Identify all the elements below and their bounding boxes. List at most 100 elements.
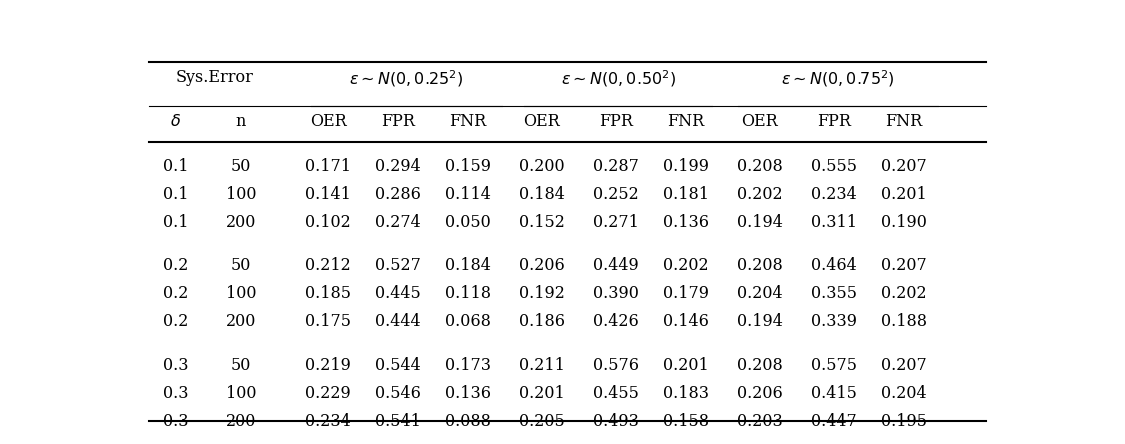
Text: 0.183: 0.183 (663, 385, 709, 401)
Text: 0.207: 0.207 (881, 257, 926, 274)
Text: OER: OER (309, 113, 346, 130)
Text: 0.464: 0.464 (811, 257, 856, 274)
Text: 0.207: 0.207 (881, 357, 926, 373)
Text: 0.2: 0.2 (163, 285, 188, 302)
Text: 0.141: 0.141 (305, 186, 351, 202)
Text: 0.088: 0.088 (444, 412, 490, 430)
Text: 0.184: 0.184 (519, 186, 565, 202)
Text: 0.200: 0.200 (519, 158, 565, 174)
Text: 0.286: 0.286 (375, 186, 421, 202)
Text: 0.205: 0.205 (519, 412, 565, 430)
Text: 200: 200 (226, 313, 256, 330)
Text: 0.114: 0.114 (444, 186, 490, 202)
Text: Sys.Error: Sys.Error (176, 69, 253, 86)
Text: 0.234: 0.234 (305, 412, 351, 430)
Text: 0.188: 0.188 (881, 313, 927, 330)
Text: 0.201: 0.201 (881, 186, 926, 202)
Text: 0.544: 0.544 (375, 357, 421, 373)
Text: 0.203: 0.203 (737, 412, 783, 430)
Text: 0.118: 0.118 (444, 285, 490, 302)
Text: 50: 50 (231, 357, 251, 373)
Text: OER: OER (523, 113, 560, 130)
Text: $\epsilon \sim N(0, 0.50^2)$: $\epsilon \sim N(0, 0.50^2)$ (561, 69, 676, 89)
Text: 0.3: 0.3 (163, 385, 188, 401)
Text: $\epsilon \sim N(0, 0.75^2)$: $\epsilon \sim N(0, 0.75^2)$ (781, 69, 896, 89)
Text: FPR: FPR (817, 113, 850, 130)
Text: 0.152: 0.152 (519, 214, 565, 230)
Text: 0.493: 0.493 (593, 412, 639, 430)
Text: 0.192: 0.192 (519, 285, 565, 302)
Text: 0.212: 0.212 (305, 257, 351, 274)
Text: 0.206: 0.206 (519, 257, 565, 274)
Text: 0.555: 0.555 (811, 158, 857, 174)
Text: 200: 200 (226, 412, 256, 430)
Text: OER: OER (741, 113, 778, 130)
Text: 0.576: 0.576 (593, 357, 639, 373)
Text: 0.204: 0.204 (881, 385, 926, 401)
Text: 0.173: 0.173 (444, 357, 490, 373)
Text: 50: 50 (231, 257, 251, 274)
Text: 0.311: 0.311 (811, 214, 857, 230)
Text: 50: 50 (231, 158, 251, 174)
Text: 0.190: 0.190 (881, 214, 927, 230)
Text: 0.068: 0.068 (444, 313, 490, 330)
Text: 0.274: 0.274 (375, 214, 421, 230)
Text: 0.229: 0.229 (305, 385, 351, 401)
Text: 0.252: 0.252 (593, 186, 639, 202)
Text: 0.445: 0.445 (375, 285, 421, 302)
Text: 0.136: 0.136 (663, 214, 709, 230)
Text: FPR: FPR (598, 113, 632, 130)
Text: 0.202: 0.202 (663, 257, 709, 274)
Text: 0.3: 0.3 (163, 357, 188, 373)
Text: 0.185: 0.185 (305, 285, 351, 302)
Text: 0.447: 0.447 (811, 412, 856, 430)
Text: 0.207: 0.207 (881, 158, 926, 174)
Text: 0.175: 0.175 (305, 313, 351, 330)
Text: 0.202: 0.202 (881, 285, 926, 302)
Text: 0.171: 0.171 (305, 158, 351, 174)
Text: FNR: FNR (885, 113, 922, 130)
Text: n: n (236, 113, 246, 130)
Text: 0.426: 0.426 (593, 313, 639, 330)
Text: 0.444: 0.444 (375, 313, 421, 330)
Text: 0.199: 0.199 (663, 158, 709, 174)
Text: 0.355: 0.355 (811, 285, 857, 302)
Text: 0.219: 0.219 (305, 357, 351, 373)
Text: 0.455: 0.455 (593, 385, 639, 401)
Text: 0.204: 0.204 (737, 285, 783, 302)
Text: 0.234: 0.234 (811, 186, 856, 202)
Text: 0.184: 0.184 (444, 257, 490, 274)
Text: 0.2: 0.2 (163, 257, 188, 274)
Text: 0.194: 0.194 (737, 313, 783, 330)
Text: 0.3: 0.3 (163, 412, 188, 430)
Text: 0.195: 0.195 (881, 412, 927, 430)
Text: 0.186: 0.186 (519, 313, 565, 330)
Text: 0.2: 0.2 (163, 313, 188, 330)
Text: 0.201: 0.201 (663, 357, 709, 373)
Text: 0.339: 0.339 (811, 313, 857, 330)
Text: 0.208: 0.208 (737, 158, 783, 174)
Text: 0.179: 0.179 (663, 285, 709, 302)
Text: 100: 100 (226, 186, 256, 202)
Text: 0.287: 0.287 (593, 158, 639, 174)
Text: $\delta$: $\delta$ (170, 113, 181, 130)
Text: 100: 100 (226, 385, 256, 401)
Text: 0.390: 0.390 (593, 285, 639, 302)
Text: 0.158: 0.158 (663, 412, 709, 430)
Text: 0.208: 0.208 (737, 257, 783, 274)
Text: 0.146: 0.146 (663, 313, 709, 330)
Text: 0.181: 0.181 (663, 186, 709, 202)
Text: 0.211: 0.211 (519, 357, 565, 373)
Text: 0.449: 0.449 (593, 257, 639, 274)
Text: 200: 200 (226, 214, 256, 230)
Text: 0.202: 0.202 (737, 186, 783, 202)
Text: 0.415: 0.415 (811, 385, 857, 401)
Text: 0.1: 0.1 (163, 158, 188, 174)
Text: 0.546: 0.546 (375, 385, 421, 401)
Text: 0.102: 0.102 (305, 214, 351, 230)
Text: 0.136: 0.136 (444, 385, 490, 401)
Text: 0.527: 0.527 (375, 257, 421, 274)
Text: 0.201: 0.201 (519, 385, 565, 401)
Text: 0.575: 0.575 (811, 357, 857, 373)
Text: 0.206: 0.206 (737, 385, 783, 401)
